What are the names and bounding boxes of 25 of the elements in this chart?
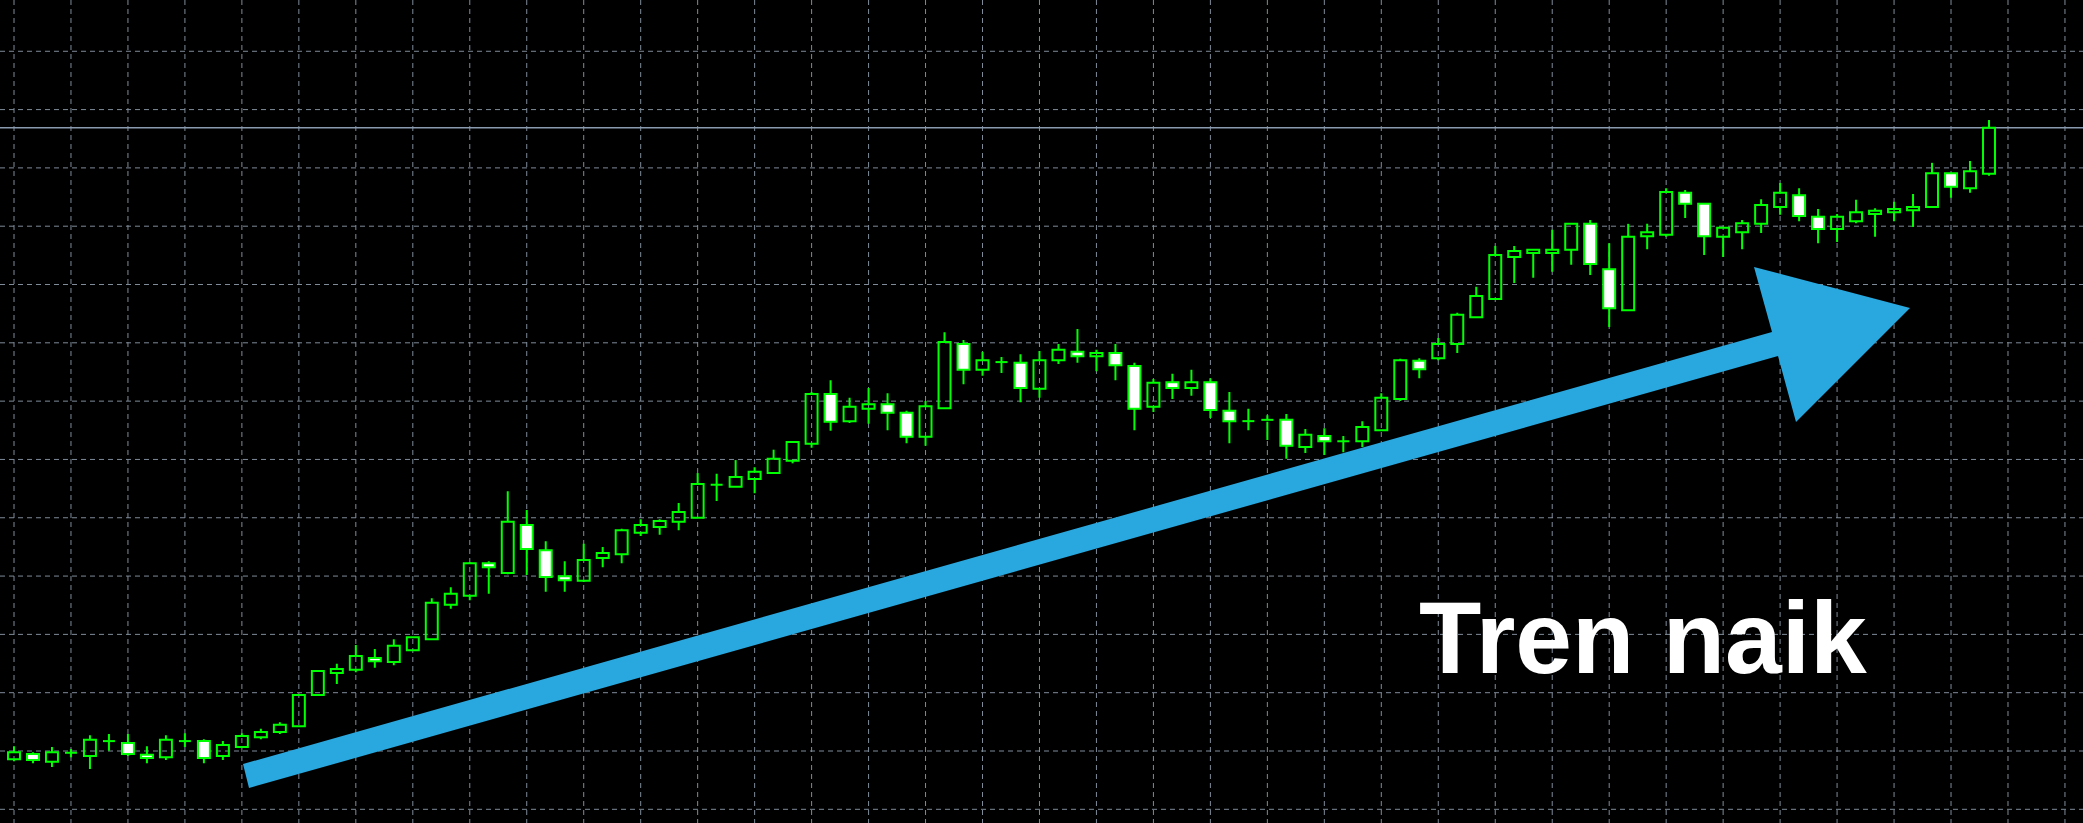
candlestick [1621, 222, 1636, 312]
candlestick [1830, 213, 1845, 244]
candlestick [728, 459, 743, 488]
candlestick [500, 490, 515, 574]
annotation: Tren naik [1419, 581, 1868, 695]
candlestick [1507, 244, 1522, 284]
candlestick [690, 472, 705, 519]
candlestick [1773, 181, 1788, 216]
candlestick [1260, 414, 1275, 441]
candlestick [1526, 248, 1541, 279]
candlestick [1906, 192, 1921, 229]
candlestick [1868, 207, 1883, 238]
candlestick [1241, 407, 1256, 432]
candlestick [1089, 348, 1104, 373]
candlestick [82, 734, 97, 770]
candlestick [1564, 222, 1579, 266]
candlestick [861, 387, 876, 425]
candlestick [1032, 350, 1047, 399]
candlestick [1735, 218, 1750, 251]
candlestick [1545, 228, 1560, 273]
candlestick [1640, 222, 1655, 251]
candlestick [1184, 368, 1199, 397]
candlestick [747, 466, 762, 495]
candlestick [709, 472, 724, 502]
candlestick [1716, 226, 1731, 258]
